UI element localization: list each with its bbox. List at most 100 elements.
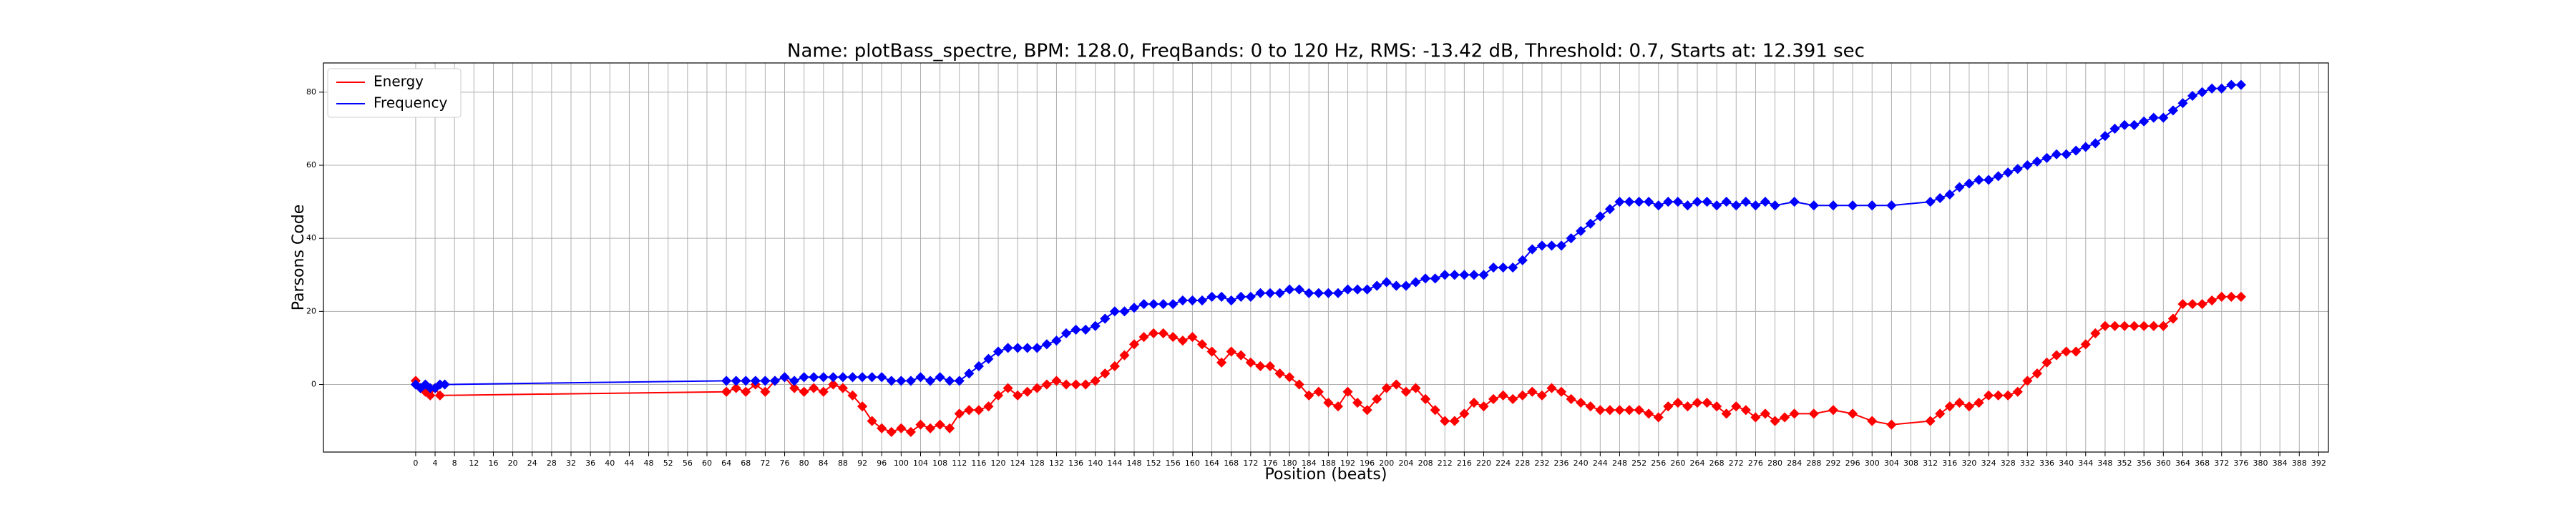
x-tick-label: 152 [1146, 458, 1161, 468]
x-tick-label: 68 [741, 458, 751, 468]
data-point [1352, 397, 1363, 408]
x-tick-label: 312 [1923, 458, 1938, 468]
data-point [1264, 360, 1276, 372]
x-tick-label: 288 [1806, 458, 1821, 468]
x-tick-label: 244 [1593, 458, 1608, 468]
data-point [1264, 288, 1276, 298]
data-point [1808, 408, 1819, 419]
data-point [2167, 313, 2178, 324]
data-point [1410, 277, 1421, 288]
data-point [2129, 320, 2140, 331]
y-tick-label: 40 [306, 233, 316, 242]
data-point [954, 376, 965, 386]
data-point [2090, 138, 2101, 149]
data-point [750, 376, 761, 386]
data-point [1459, 408, 1470, 419]
data-point [1760, 408, 1771, 419]
data-point [837, 383, 849, 393]
data-point [2226, 291, 2237, 302]
x-tick-label: 168 [1224, 458, 1239, 468]
data-point [1614, 405, 1625, 416]
data-point [1196, 295, 1208, 306]
data-point [924, 376, 936, 386]
x-tick-label: 364 [2175, 458, 2190, 468]
data-point [877, 372, 887, 383]
data-point [1536, 390, 1547, 401]
x-tick-label: 16 [488, 458, 498, 468]
data-point [1313, 386, 1324, 397]
data-point [1440, 270, 1450, 280]
data-point [1002, 343, 1013, 353]
data-point [1342, 386, 1353, 397]
x-tick-label: 8 [452, 458, 457, 468]
x-tick-label: 328 [2001, 458, 2016, 468]
x-tick-label: 344 [2078, 458, 2093, 468]
data-point [1342, 284, 1353, 295]
x-tick-label: 104 [913, 458, 928, 468]
data-point [1332, 401, 1344, 412]
x-tick-label: 256 [1651, 458, 1666, 468]
data-point [1566, 233, 1576, 244]
data-point [1022, 343, 1033, 353]
x-tick-label: 76 [780, 458, 790, 468]
x-tick-label: 52 [663, 458, 673, 468]
data-point [1488, 262, 1499, 273]
data-point [1712, 401, 1722, 412]
data-point [1935, 192, 1946, 204]
data-point [1381, 383, 1392, 393]
x-axis-label: Position (beats) [1265, 466, 1387, 484]
data-point [915, 372, 926, 383]
data-point [1692, 197, 1703, 207]
data-point [1886, 419, 1897, 430]
data-point [945, 423, 955, 433]
x-tick-label: 148 [1127, 458, 1142, 468]
data-point [2177, 98, 2188, 109]
data-point [2226, 79, 2237, 90]
data-point [1527, 386, 1538, 397]
data-point [1100, 313, 1111, 324]
data-point [1740, 405, 1751, 416]
data-point [877, 423, 887, 433]
data-point [2207, 83, 2218, 94]
data-point [867, 372, 877, 383]
data-point [1672, 397, 1683, 408]
data-point [1013, 390, 1023, 401]
data-point [1119, 350, 1130, 360]
data-point [1984, 175, 1994, 185]
data-point [2099, 320, 2110, 331]
data-point [1304, 288, 1314, 298]
x-tick-label: 200 [1379, 458, 1394, 468]
data-point [1595, 405, 1606, 416]
x-tick-label: 216 [1457, 458, 1472, 468]
data-point [1109, 306, 1120, 317]
data-point [2031, 368, 2042, 379]
x-tick-label: 252 [1631, 458, 1646, 468]
data-point [2235, 79, 2246, 90]
data-point [1954, 182, 1965, 192]
data-point [1468, 270, 1479, 280]
data-point [1284, 284, 1295, 295]
x-tick-label: 300 [1865, 458, 1880, 468]
data-point [2235, 291, 2246, 302]
data-point [1954, 397, 1965, 408]
data-point [1080, 379, 1091, 390]
data-point [1032, 383, 1043, 393]
data-point [2216, 291, 2227, 302]
x-tick-label: 292 [1825, 458, 1840, 468]
data-point [2197, 299, 2207, 310]
data-point [1449, 270, 1460, 280]
data-point [1770, 416, 1780, 426]
data-point [760, 376, 771, 386]
data-point [779, 372, 790, 383]
data-point [1963, 178, 1975, 189]
x-tick-label: 88 [838, 458, 848, 468]
data-point [1109, 360, 1120, 372]
data-point [1304, 390, 1314, 401]
data-point [1604, 405, 1615, 416]
data-point [2187, 90, 2198, 102]
data-point [1536, 240, 1547, 251]
data-point [1449, 416, 1460, 426]
data-point [1400, 386, 1412, 397]
data-point [1002, 383, 1013, 393]
data-point [983, 401, 994, 412]
